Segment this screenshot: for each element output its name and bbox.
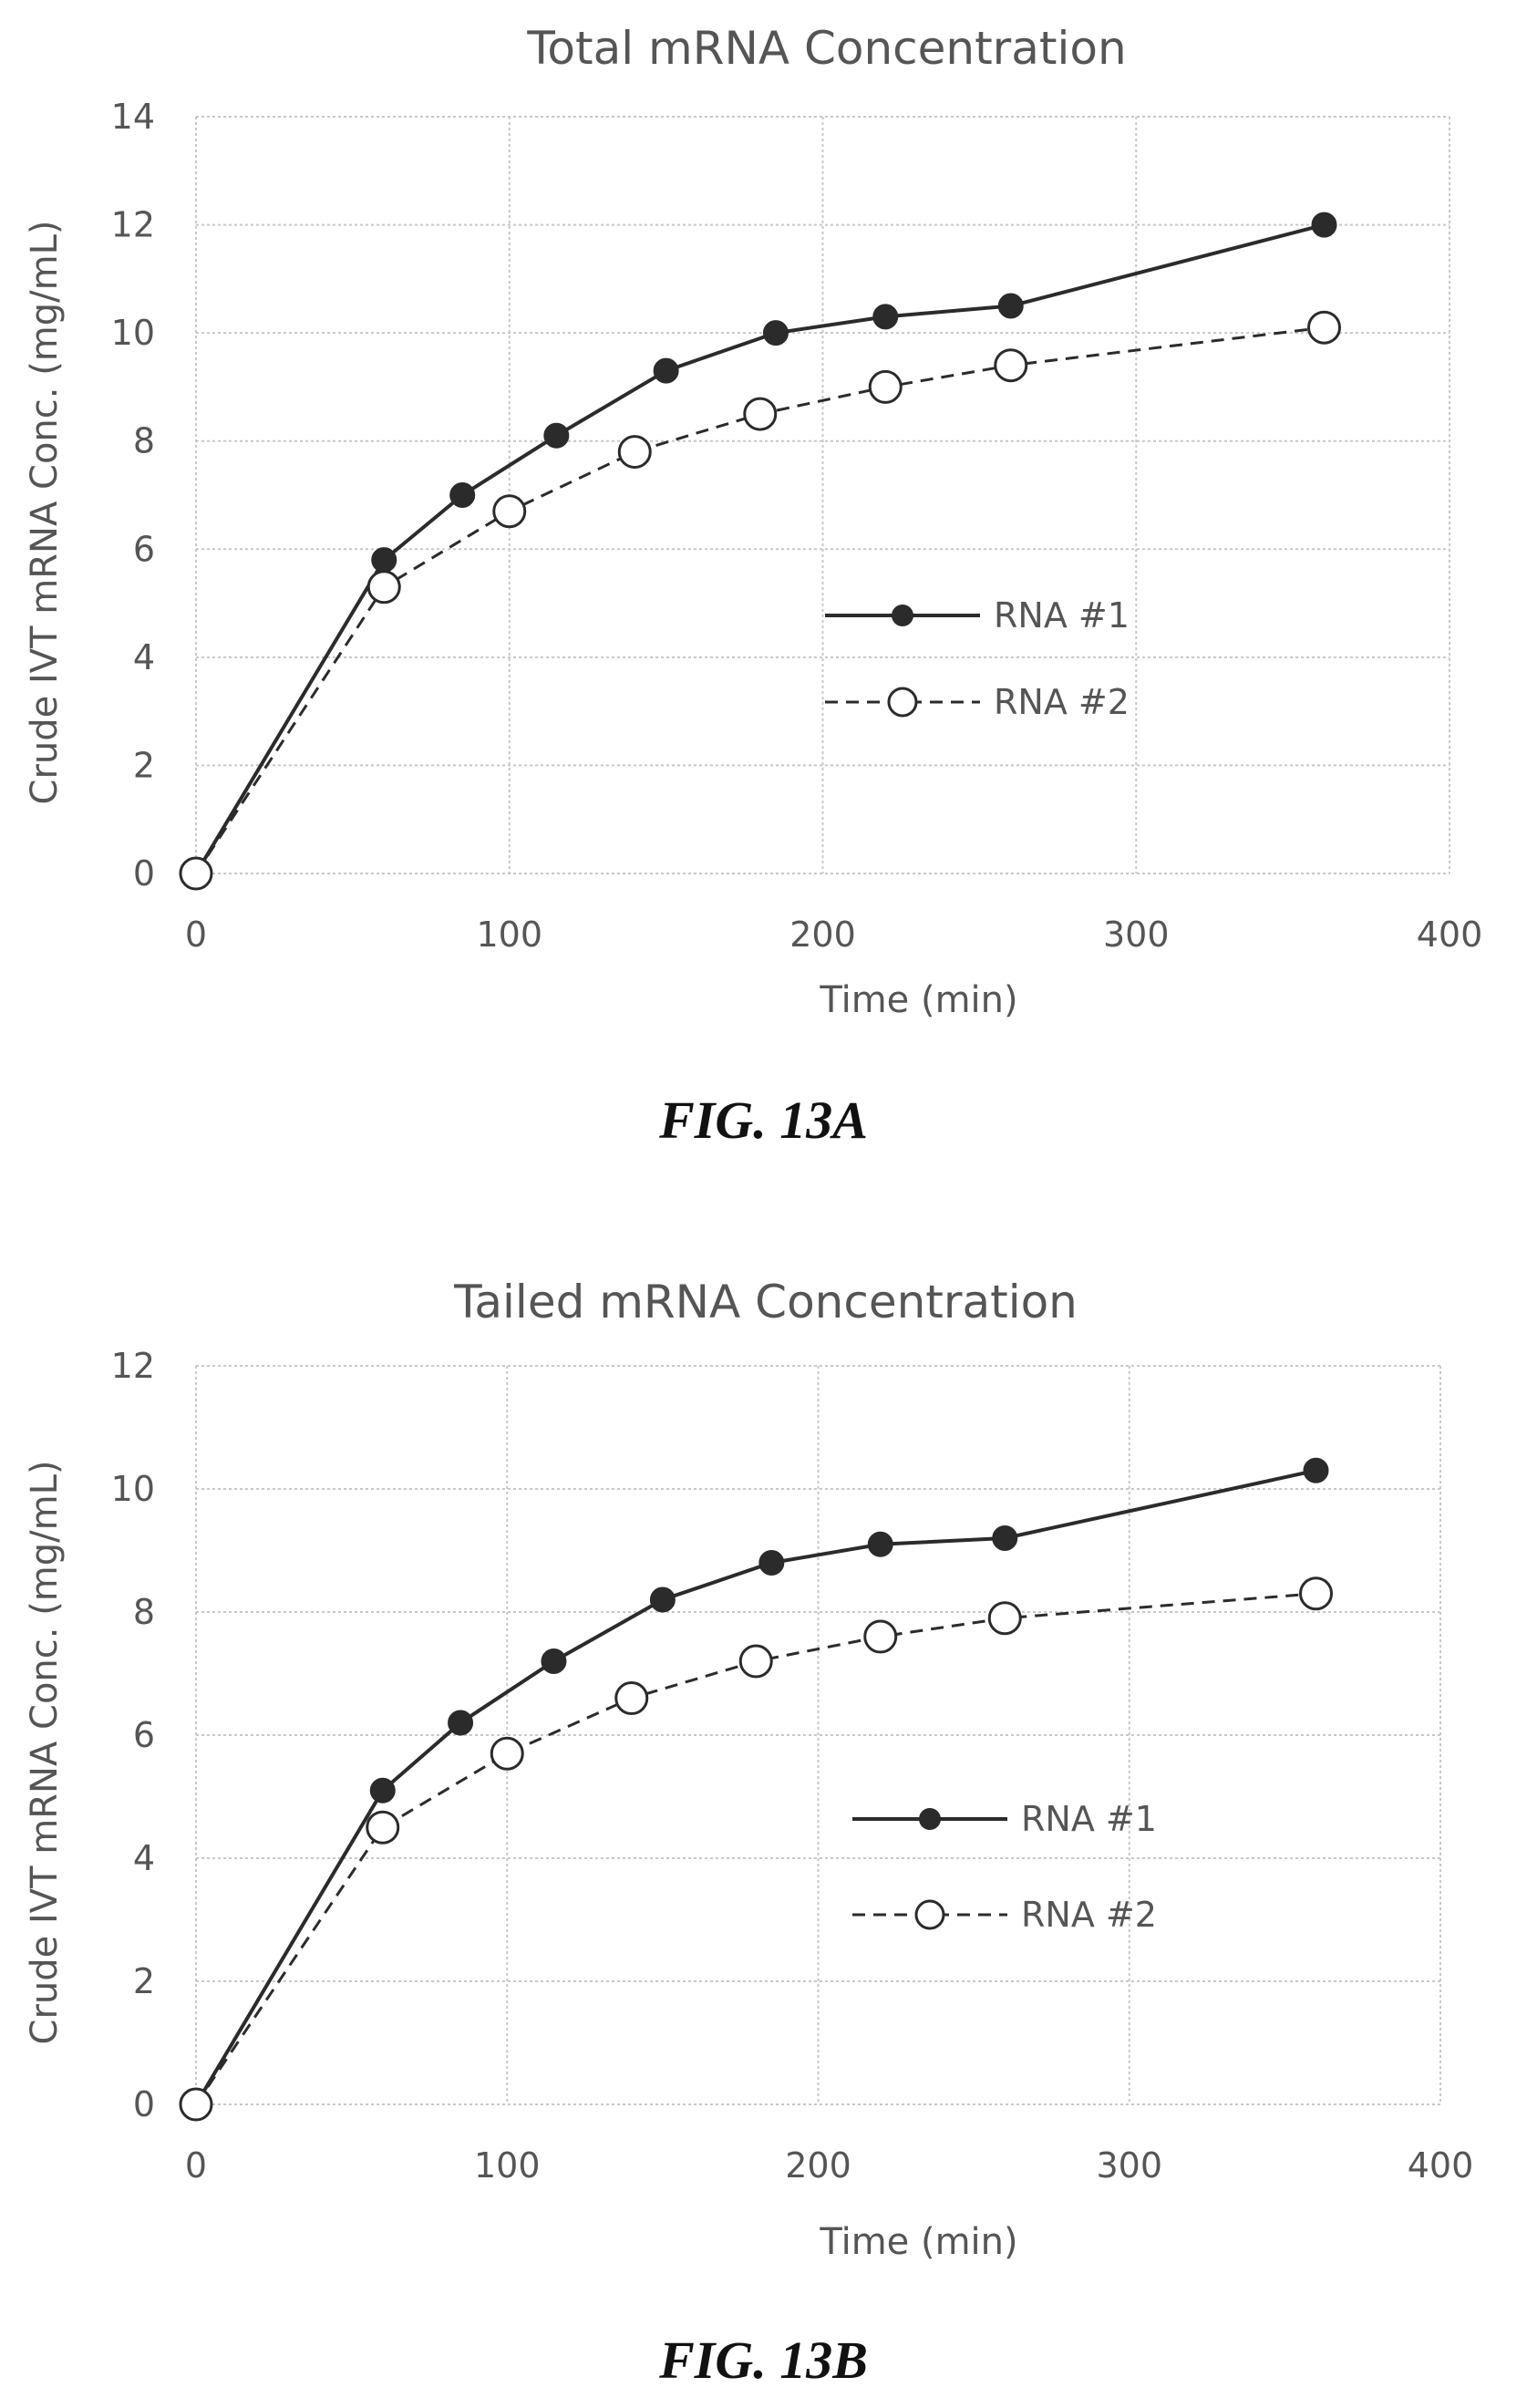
x-tick-label: 400 [1417,915,1483,955]
y-tick-label: 8 [133,421,155,461]
y-tick-label: 2 [133,745,155,785]
data-point-hollow [994,348,1028,383]
tailed-mrna-chart: Tailed mRNA Concentration Time (min) Cru… [24,1276,1474,2263]
data-point-hollow [863,1619,898,1654]
total-mrna-chart: Total mRNA Concentration Time (min) Crud… [24,22,1483,1021]
data-point-filled [543,422,570,449]
data-point-filled [997,293,1024,319]
data-point-filled [992,1525,1018,1551]
y-tick-label: 8 [133,1592,155,1632]
y-tick-label: 10 [111,1469,155,1509]
data-point-hollow [366,570,401,605]
y-tick-label: 12 [111,205,155,245]
data-point-hollow [738,1644,773,1679]
x-axis-label: Time (min) [819,2221,1017,2263]
y-tick-label: 4 [133,637,155,677]
legend-marker-2 [887,687,918,718]
data-point-hollow [179,2087,213,2122]
x-tick-label: 200 [789,915,856,955]
y-tick-label: 4 [133,1838,155,1878]
legend-label-2: RNA #2 [1021,1895,1157,1935]
data-point-hollow [617,435,652,470]
data-point-hollow [868,369,903,404]
legend-label-1: RNA #1 [994,595,1130,636]
legend-marker-1 [919,1808,941,1830]
data-point-hollow [743,397,778,431]
y-axis-label: Crude IVT mRNA Conc. (mg/mL) [24,1461,66,2045]
series-line-1 [194,1468,1316,2106]
x-tick-label: 300 [1103,915,1170,955]
figure-caption-13a: FIG. 13A [659,1090,868,1150]
y-tick-label: 12 [111,1346,155,1386]
data-point-filled [867,1531,893,1557]
data-point-filled [449,482,476,508]
data-point-filled [872,304,899,330]
data-point-hollow [366,1810,400,1845]
legend-marker-2 [914,1899,945,1930]
chart-title: Total mRNA Concentration [526,22,1126,75]
x-tick-label: 0 [185,915,207,955]
y-tick-label: 10 [111,313,155,353]
legend-marker-1 [892,605,913,626]
y-tick-label: 0 [133,2084,155,2124]
gridlines [195,116,1450,874]
data-point-filled [371,547,397,574]
data-point-filled [1303,1457,1329,1483]
x-tick-label: 0 [185,2145,207,2186]
data-point-hollow [490,1736,524,1771]
y-axis-label: Crude IVT mRNA Conc. (mg/mL) [24,221,66,805]
data-point-filled [649,1586,676,1613]
data-point-hollow [987,1601,1022,1636]
x-tick-label: 100 [476,915,542,955]
data-point-filled [653,357,679,384]
legend-label-1: RNA #1 [1021,1799,1157,1839]
data-point-hollow [1307,310,1341,345]
data-point-filled [758,1550,785,1576]
y-tick-label: 6 [133,529,155,569]
legend-label-2: RNA #2 [994,682,1130,722]
series-line-2 [194,326,1325,874]
data-point-filled [448,1710,474,1736]
figure-caption-13b: FIG. 13B [659,2330,868,2390]
x-tick-label: 400 [1408,2145,1474,2186]
x-tick-label: 300 [1096,2145,1162,2186]
y-tick-label: 14 [111,97,155,137]
data-point-filled [1311,212,1337,238]
data-point-filled [369,1777,396,1803]
x-tick-label: 200 [785,2145,851,2186]
data-point-filled [762,320,789,346]
y-tick-label: 6 [133,1715,155,1755]
y-tick-label: 0 [133,853,155,894]
chart-title: Tailed mRNA Concentration [453,1276,1078,1328]
data-point-hollow [614,1681,649,1715]
data-point-hollow [179,856,213,891]
series-line-2 [194,1592,1316,2105]
gridlines [195,1365,1441,2105]
x-axis-label: Time (min) [819,979,1017,1021]
x-tick-label: 100 [474,2145,541,2186]
data-point-filled [541,1648,567,1674]
y-tick-label: 2 [133,1961,155,2001]
data-point-hollow [1299,1576,1333,1611]
data-point-hollow [492,494,527,529]
